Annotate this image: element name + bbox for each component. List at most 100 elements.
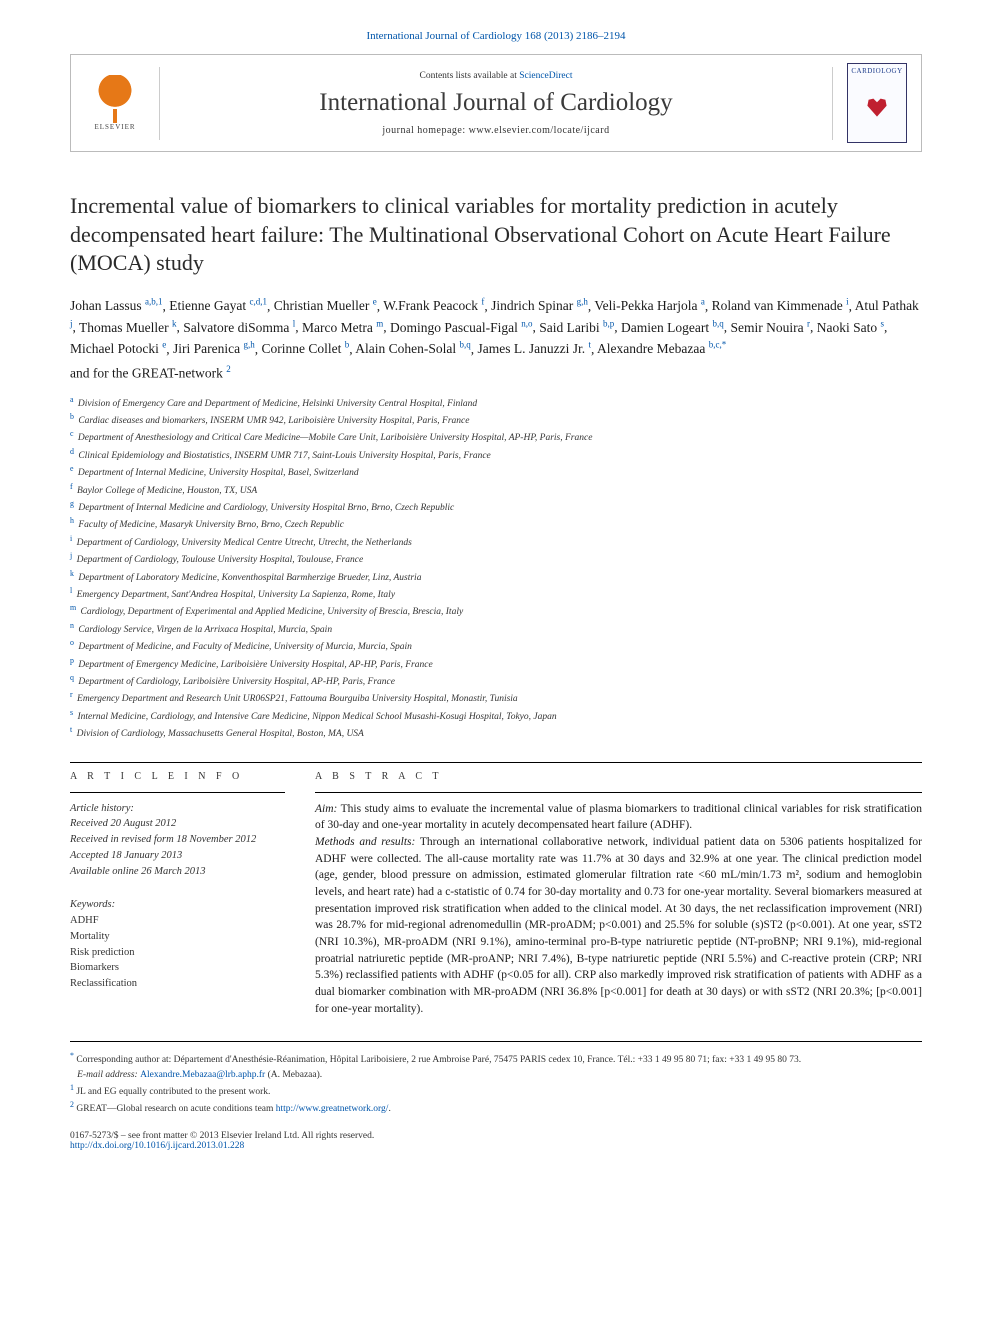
affil-ref-link[interactable]: k <box>172 318 177 328</box>
affil-key: g <box>70 499 74 508</box>
affil-ref-link[interactable]: b <box>712 318 717 328</box>
affil-ref-link[interactable]: c <box>249 297 253 307</box>
affil-ref-link[interactable]: a <box>145 297 149 307</box>
affiliation: b Cardiac diseases and biomarkers, INSER… <box>70 411 922 428</box>
affil-ref-link[interactable]: b <box>709 340 714 350</box>
affil-ref-link[interactable]: b <box>151 297 156 307</box>
affiliation: o Department of Medicine, and Faculty of… <box>70 637 922 654</box>
affiliation: h Faculty of Medicine, Masaryk Universit… <box>70 515 922 532</box>
author-affil-ref[interactable]: t <box>588 340 591 350</box>
doi-link[interactable]: http://dx.doi.org/10.1016/j.ijcard.2013.… <box>70 1141 244 1151</box>
author-affil-ref[interactable]: b,c,* <box>709 340 727 350</box>
affil-ref-link[interactable]: b <box>603 318 608 328</box>
top-citation-link[interactable]: International Journal of Cardiology 168 … <box>366 30 625 42</box>
author: Christian Mueller e <box>274 298 377 313</box>
affil-key: j <box>70 551 72 560</box>
author: W.Frank Peacock f <box>383 298 484 313</box>
author-affil-ref[interactable]: c,d,1 <box>249 297 267 307</box>
author-affil-ref[interactable]: n,o <box>521 318 532 328</box>
affil-ref-link[interactable]: c <box>715 340 719 350</box>
affil-ref-link[interactable]: l <box>293 318 296 328</box>
author-affil-ref[interactable]: b <box>345 340 350 350</box>
journal-cover-icon: CARDIOLOGY <box>847 63 907 143</box>
group-name: GREAT-network <box>132 366 223 381</box>
affiliation: g Department of Internal Medicine and Ca… <box>70 498 922 515</box>
footnotes: * Corresponding author at: Département d… <box>70 1050 922 1116</box>
affil-ref-link[interactable]: h <box>583 297 588 307</box>
elsevier-label: ELSEVIER <box>94 123 135 131</box>
corr-footnote: * Corresponding author at: Département d… <box>70 1050 922 1067</box>
author-affil-ref[interactable]: g,h <box>577 297 588 307</box>
author: James L. Januzzi Jr. t <box>477 341 591 356</box>
corr-email-link[interactable]: Alexandre.Mebazaa@lrb.aphp.fr <box>140 1070 265 1080</box>
affil-ref-link[interactable]: a <box>701 297 705 307</box>
author-affil-ref[interactable]: b,q <box>459 340 470 350</box>
author-affil-ref[interactable]: b,p <box>603 318 614 328</box>
affil-ref-link[interactable]: e <box>162 340 166 350</box>
author-affil-ref[interactable]: f <box>481 297 484 307</box>
author-affil-ref[interactable]: a,b,1 <box>145 297 163 307</box>
affil-ref-link[interactable]: p <box>610 318 615 328</box>
affil-key: c <box>70 429 74 438</box>
author: Said Laribi b,p <box>539 320 614 335</box>
affil-ref-link[interactable]: * <box>722 340 727 350</box>
author-affil-ref[interactable]: j <box>70 318 73 328</box>
affil-ref-link[interactable]: q <box>466 340 471 350</box>
author-affil-ref[interactable]: e <box>162 340 166 350</box>
journal-name: International Journal of Cardiology <box>170 89 822 117</box>
affil-key: m <box>70 603 76 612</box>
affil-ref-link[interactable]: s <box>880 318 884 328</box>
affil-ref-link[interactable]: b <box>459 340 464 350</box>
author-affil-ref[interactable]: i <box>846 297 849 307</box>
affiliation: m Cardiology, Department of Experimental… <box>70 602 922 619</box>
affil-ref-link[interactable]: 1 <box>158 297 163 307</box>
author-affil-ref[interactable]: g,h <box>243 340 254 350</box>
affil-ref-link[interactable]: i <box>846 297 849 307</box>
affil-ref-link[interactable]: g <box>577 297 582 307</box>
note1-text: JL and EG equally contributed to the pre… <box>74 1087 270 1097</box>
affil-ref-link[interactable]: o <box>528 318 533 328</box>
affiliation: i Department of Cardiology, University M… <box>70 533 922 550</box>
author-affil-ref[interactable]: a <box>701 297 705 307</box>
history-line: Received in revised form 18 November 201… <box>70 832 285 848</box>
author-affil-ref[interactable]: l <box>293 318 296 328</box>
affil-ref-link[interactable]: t <box>588 340 591 350</box>
affil-ref-link[interactable]: j <box>70 318 73 328</box>
email-footnote: E-mail address: Alexandre.Mebazaa@lrb.ap… <box>70 1068 922 1082</box>
author: Alexandre Mebazaa b,c,* <box>597 341 726 356</box>
author-affil-ref[interactable]: e <box>373 297 377 307</box>
affil-ref-link[interactable]: h <box>250 340 255 350</box>
affil-key: n <box>70 621 74 630</box>
author-affil-ref[interactable]: s <box>880 318 884 328</box>
author: Semir Nouira r <box>730 320 810 335</box>
author: Thomas Mueller k <box>79 320 176 335</box>
section-rule <box>70 762 922 763</box>
methods-text: Through an international collaborative n… <box>315 836 922 1015</box>
author-affil-ref[interactable]: m <box>376 318 383 328</box>
affil-key: e <box>70 464 74 473</box>
group-note-ref[interactable]: 2 <box>226 364 231 374</box>
article-history: Article history: Received 20 August 2012… <box>70 801 285 880</box>
affil-ref-link[interactable]: 1 <box>262 297 267 307</box>
sciencedirect-link[interactable]: ScienceDirect <box>519 71 572 81</box>
affil-ref-link[interactable]: r <box>807 318 810 328</box>
note2-link[interactable]: http://www.greatnetwork.org/ <box>276 1105 389 1115</box>
affil-ref-link[interactable]: d <box>256 297 261 307</box>
affil-ref-link[interactable]: e <box>373 297 377 307</box>
author-affil-ref[interactable]: k <box>172 318 177 328</box>
author-affil-ref[interactable]: b,q <box>712 318 723 328</box>
affil-ref-link[interactable]: g <box>243 340 248 350</box>
affil-ref-link[interactable]: m <box>376 318 383 328</box>
affiliation: j Department of Cardiology, Toulouse Uni… <box>70 550 922 567</box>
keywords-label: Keywords: <box>70 897 285 913</box>
keyword: Risk prediction <box>70 945 285 961</box>
note2-suffix: . <box>388 1105 390 1115</box>
keyword: ADHF <box>70 913 285 929</box>
affil-ref-link[interactable]: b <box>345 340 350 350</box>
affil-ref-link[interactable]: q <box>719 318 724 328</box>
author-affil-ref[interactable]: r <box>807 318 810 328</box>
article-title: Incremental value of biomarkers to clini… <box>70 192 922 278</box>
affil-ref-link[interactable]: n <box>521 318 526 328</box>
affil-ref-link[interactable]: f <box>481 297 484 307</box>
abstract-rule <box>315 792 922 793</box>
